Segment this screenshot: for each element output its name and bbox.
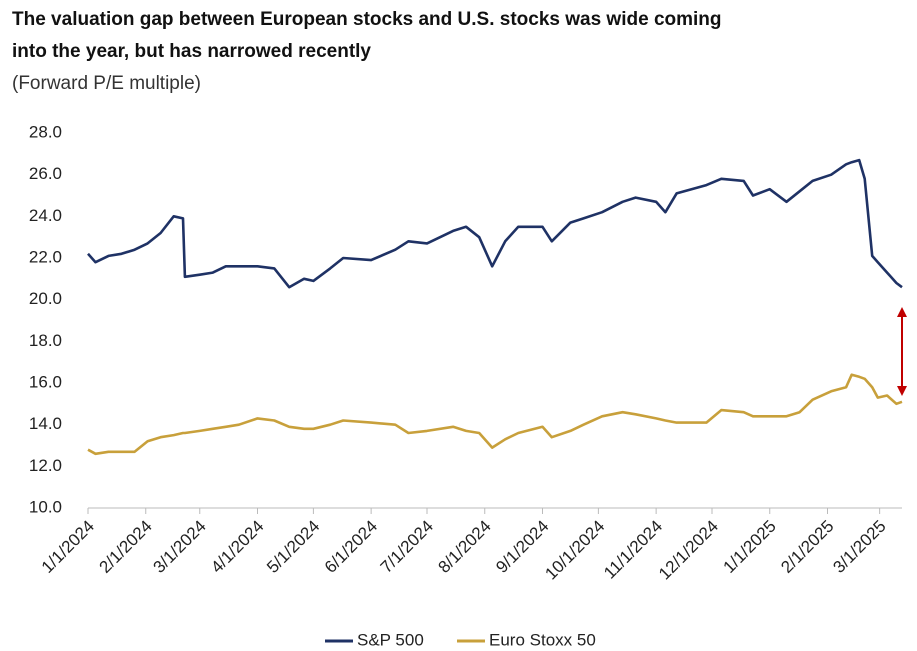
y-tick-label: 10.0: [29, 497, 62, 516]
y-tick-label: 16.0: [29, 372, 62, 391]
x-tick-label: 2/1/2024: [96, 517, 156, 577]
y-tick-label: 24.0: [29, 206, 62, 225]
y-tick-label: 20.0: [29, 289, 62, 308]
chart-title: The valuation gap between European stock…: [12, 9, 727, 62]
y-tick-label: 22.0: [29, 247, 62, 266]
x-tick-label: 5/1/2024: [263, 517, 323, 577]
series-line: [87, 158, 903, 289]
x-tick-label: 4/1/2024: [207, 517, 267, 577]
y-tick-label: 12.0: [29, 456, 62, 475]
x-tick-label: 1/1/2025: [720, 517, 780, 577]
x-tick-label: 6/1/2024: [321, 517, 381, 577]
x-tick-label: 1/1/2024: [38, 517, 98, 577]
x-tick-label: 3/1/2024: [150, 517, 210, 577]
y-tick-label: 18.0: [29, 331, 62, 350]
x-tick-label: 8/1/2024: [435, 517, 495, 577]
x-tick-label: 10/1/2024: [541, 517, 608, 584]
y-tick-label: 14.0: [29, 414, 62, 433]
legend-label: Euro Stoxx 50: [489, 630, 596, 649]
y-tick-label: 28.0: [29, 122, 62, 141]
x-tick-label: 11/1/2024: [600, 517, 666, 583]
x-tick-label: 12/1/2024: [655, 517, 722, 584]
chart-subtitle: (Forward P/E multiple): [12, 73, 201, 94]
x-tick-label: 7/1/2024: [377, 517, 437, 577]
x-tick-label: 2/1/2025: [777, 517, 837, 577]
series-line: [87, 373, 903, 456]
x-tick-label: 3/1/2025: [829, 517, 889, 577]
legend-label: S&P 500: [357, 630, 424, 649]
y-tick-label: 26.0: [29, 164, 62, 183]
